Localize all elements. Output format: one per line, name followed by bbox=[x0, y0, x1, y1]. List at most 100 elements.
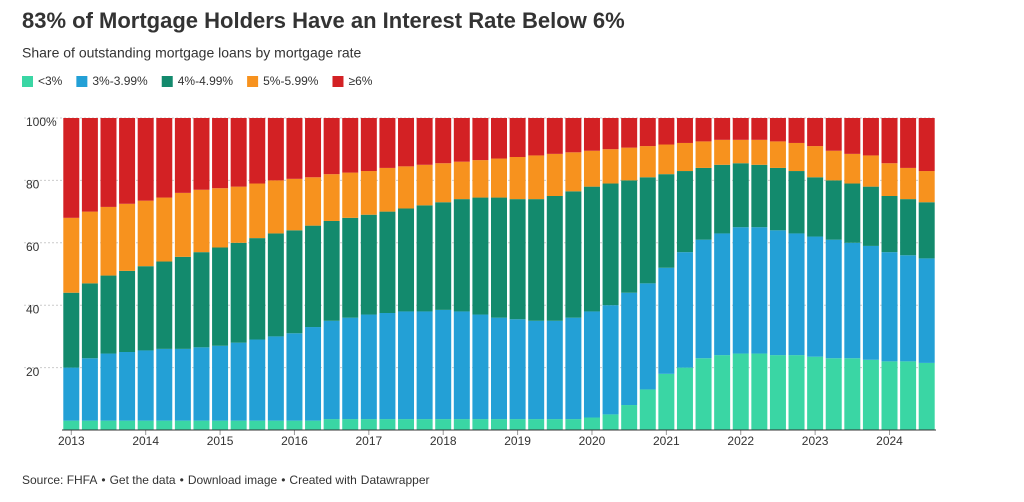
bar-segment bbox=[137, 420, 154, 430]
bar-segment bbox=[714, 139, 731, 165]
bar-segment bbox=[119, 203, 136, 271]
bar-segment bbox=[621, 405, 638, 430]
y-tick-label: 100% bbox=[26, 115, 57, 129]
bar-segment bbox=[844, 358, 861, 430]
bar-segment bbox=[546, 196, 563, 321]
bar-segment bbox=[249, 420, 266, 430]
x-tick-label: 2018 bbox=[430, 434, 457, 448]
bar-segment bbox=[323, 419, 340, 430]
bar-segment bbox=[100, 420, 117, 430]
bar-segment bbox=[695, 141, 712, 168]
bar-segment bbox=[714, 118, 731, 140]
bar-segment bbox=[788, 171, 805, 234]
bar-segment bbox=[212, 420, 229, 430]
bar-segment bbox=[174, 256, 191, 349]
bar-segment bbox=[807, 146, 824, 178]
bar-segment bbox=[286, 178, 303, 231]
bar-segment bbox=[639, 283, 656, 390]
x-tick-label: 2013 bbox=[58, 434, 85, 448]
bar-segment bbox=[881, 252, 898, 362]
x-tick-label: 2015 bbox=[207, 434, 234, 448]
bar-segment bbox=[212, 118, 229, 189]
bar-segment bbox=[137, 200, 154, 267]
bar-segment bbox=[230, 186, 247, 243]
bar-segment bbox=[81, 358, 98, 421]
y-tick-label: 40 bbox=[26, 302, 40, 316]
bar-segment bbox=[472, 419, 489, 430]
bar-segment bbox=[81, 118, 98, 212]
bar-segment bbox=[658, 267, 675, 374]
bar-segment bbox=[769, 230, 786, 356]
x-tick-label: 2020 bbox=[579, 434, 606, 448]
bar-segment bbox=[528, 419, 545, 430]
bar-segment bbox=[398, 208, 415, 312]
footer-text: • bbox=[101, 473, 105, 487]
bar-segment bbox=[583, 150, 600, 187]
bar-segment bbox=[546, 320, 563, 420]
bar-segment bbox=[212, 188, 229, 248]
bar-segment bbox=[844, 183, 861, 243]
bar-segment bbox=[379, 313, 396, 420]
bar-segment bbox=[379, 419, 396, 430]
bar-segment bbox=[100, 275, 117, 354]
bar-segment bbox=[639, 118, 656, 147]
bar-segment bbox=[881, 163, 898, 196]
bar-segment bbox=[528, 199, 545, 321]
bar-segment bbox=[119, 270, 136, 352]
bar-segment bbox=[360, 214, 377, 315]
bar-segment bbox=[156, 197, 173, 262]
bar-segment bbox=[305, 327, 322, 421]
bar-segment bbox=[862, 155, 879, 187]
bar-segment bbox=[323, 118, 340, 175]
bar-segment bbox=[583, 186, 600, 312]
bar-segment bbox=[193, 420, 210, 430]
bar-segment bbox=[119, 420, 136, 430]
bar-segment bbox=[881, 118, 898, 164]
y-tick-label: 60 bbox=[26, 240, 40, 254]
bar-segment bbox=[918, 362, 935, 430]
bar-segment bbox=[230, 242, 247, 343]
bar-segment bbox=[676, 142, 693, 172]
bar-segment bbox=[435, 118, 452, 164]
bar-segment bbox=[398, 166, 415, 209]
bar-segment bbox=[193, 118, 210, 190]
bar-segment bbox=[267, 420, 284, 430]
bar-segment bbox=[379, 167, 396, 212]
bar-segment bbox=[435, 202, 452, 310]
bar-segment bbox=[398, 118, 415, 167]
bar-segment bbox=[81, 211, 98, 284]
bar-segment bbox=[509, 118, 526, 157]
bar-segment bbox=[472, 118, 489, 161]
bar-segment bbox=[435, 163, 452, 203]
bar-segment bbox=[360, 419, 377, 430]
x-tick-label: 2017 bbox=[355, 434, 382, 448]
bar-segment bbox=[286, 333, 303, 421]
footer-link[interactable]: Get the data bbox=[110, 473, 176, 487]
bar-segment bbox=[360, 171, 377, 215]
bar-segment bbox=[528, 155, 545, 200]
bar-segment bbox=[602, 414, 619, 430]
footer-link[interactable]: Download image bbox=[188, 473, 278, 487]
footer-link[interactable]: Datawrapper bbox=[361, 473, 430, 487]
bar-segment bbox=[844, 118, 861, 154]
bar-segment bbox=[342, 172, 359, 218]
bar-segment bbox=[193, 347, 210, 421]
bar-segment bbox=[528, 118, 545, 156]
bar-segment bbox=[472, 160, 489, 198]
x-tick-label: 2024 bbox=[876, 434, 903, 448]
bar-segment bbox=[174, 118, 191, 193]
chart-title: 83% of Mortgage Holders Have an Interest… bbox=[22, 8, 625, 33]
bar-segment bbox=[769, 355, 786, 430]
bar-segment bbox=[621, 118, 638, 148]
bar-segment bbox=[732, 118, 749, 140]
bar-segment bbox=[788, 355, 805, 430]
bar-segment bbox=[900, 199, 917, 256]
bar-segment bbox=[435, 309, 452, 420]
bar-segment bbox=[639, 146, 656, 178]
bar-segment bbox=[602, 118, 619, 150]
bar-segment bbox=[528, 320, 545, 420]
bar-segment bbox=[732, 353, 749, 430]
legend-label: 5%-5.99% bbox=[263, 74, 319, 88]
bar-segment bbox=[825, 180, 842, 240]
bar-segment bbox=[565, 191, 582, 318]
